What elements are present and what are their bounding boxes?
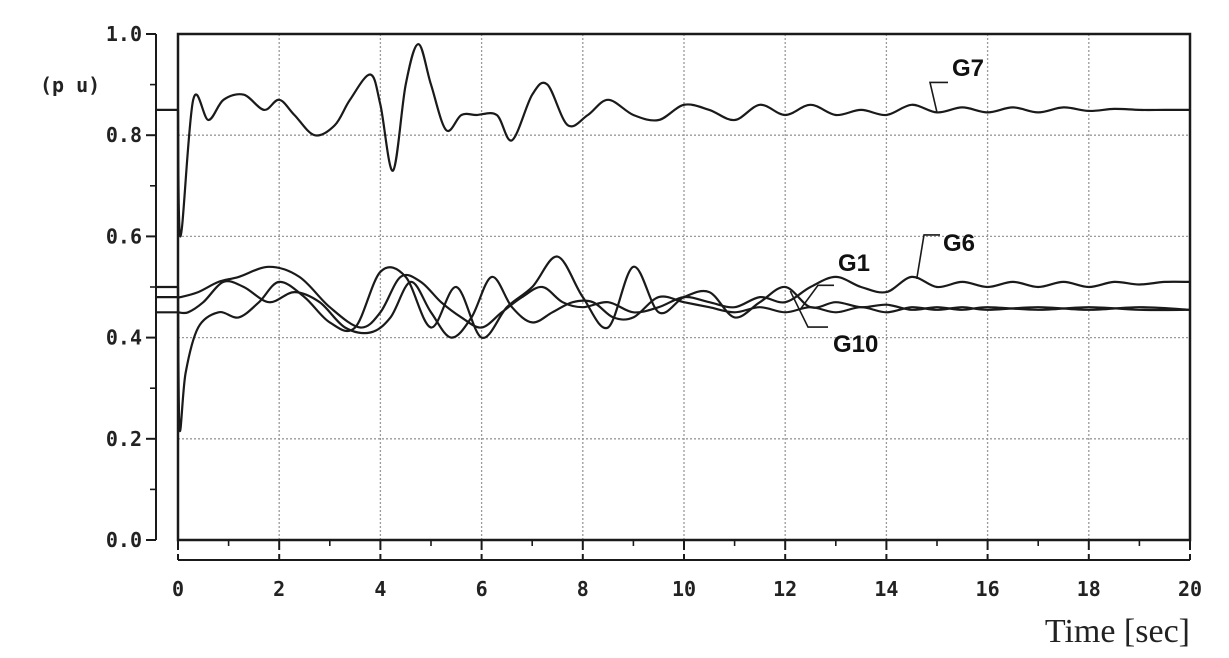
y-tick-label: 0.2 (106, 427, 142, 451)
x-tick-label: 8 (577, 577, 589, 601)
x-tick-label: 10 (672, 577, 696, 601)
series-line-g1 (177, 275, 1191, 339)
series-label-g10: G10 (833, 331, 878, 358)
y-tick-label: 1.0 (106, 22, 142, 46)
x-tick-label: 16 (976, 577, 1000, 601)
label-leader-g6 (915, 234, 940, 280)
y-tick-label: 0.8 (106, 123, 142, 147)
x-tick-label: 2 (273, 577, 285, 601)
series-label-g7: G7 (952, 55, 984, 82)
label-leader-g1 (799, 284, 834, 310)
label-leader-g10 (789, 290, 828, 328)
x-tick-label: 14 (874, 577, 898, 601)
series-line-g10 (176, 255, 1191, 433)
label-leader-g7 (928, 81, 948, 113)
x-tick-label: 18 (1077, 577, 1101, 601)
x-tick-label: 4 (374, 577, 386, 601)
axes: 0 2 4 6 8 10 12 14 16 18 20 0.0 0.2 0.4 0.6 0.8 1.0 (106, 22, 1202, 601)
series-line-g6 (176, 265, 1191, 329)
x-tick-label: 12 (773, 577, 797, 601)
y-tick-label: 0.6 (106, 224, 142, 248)
series-label-g1: G1 (838, 250, 870, 277)
series-curves (156, 42, 1191, 433)
x-axis-label: Time [sec] (1045, 613, 1190, 650)
y-tick-label: 0.4 (106, 326, 142, 350)
x-tick-label: 0 (172, 577, 184, 601)
series-labels: G7 G6 G1 G10 (789, 55, 984, 358)
series-line-g7 (176, 42, 1190, 238)
series-label-g6: G6 (943, 230, 975, 257)
x-tick-label: 6 (476, 577, 488, 601)
y-tick-label: 0.0 (106, 528, 142, 552)
y-axis-unit-label: (p u) (40, 73, 100, 97)
x-tick-label: 20 (1178, 577, 1202, 601)
